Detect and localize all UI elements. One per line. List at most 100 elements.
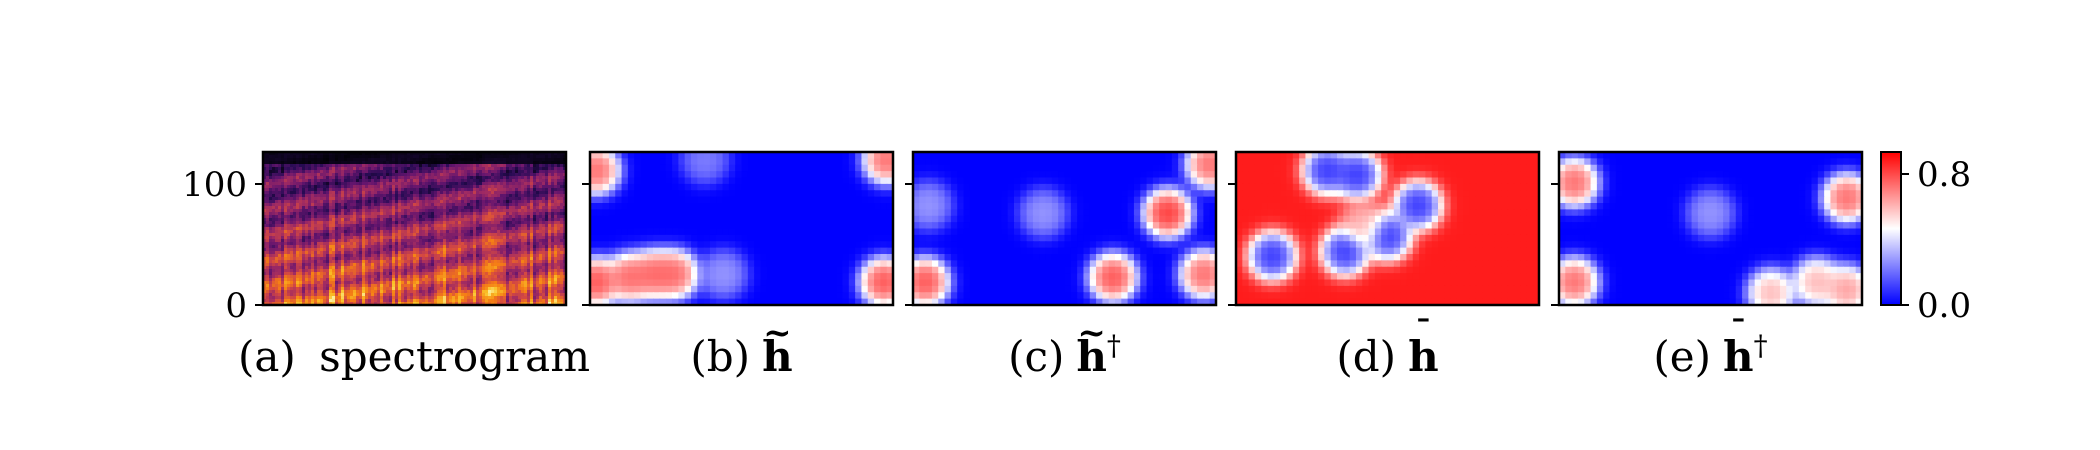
spectrogram-cell [563, 233, 566, 237]
spectrogram-cell [563, 200, 566, 204]
spectrogram-cell [416, 194, 420, 198]
spectrogram-cell [392, 185, 396, 189]
spectrogram-cell [467, 209, 471, 213]
spectrogram-cell [557, 239, 561, 243]
spectrogram-cell [377, 179, 381, 183]
spectrogram-cell [503, 266, 507, 270]
spectrogram-cell [497, 272, 501, 276]
spectrogram-cell [503, 191, 507, 195]
spectrogram-cell [404, 269, 408, 273]
spectrogram-cell [443, 266, 447, 270]
spectrogram-cell [284, 170, 288, 174]
spectrogram-cell [269, 152, 273, 156]
spectrogram-cell [395, 197, 399, 201]
spectrogram-cell [452, 287, 456, 291]
spectrogram-cell [437, 173, 441, 177]
spectrogram-cell [428, 287, 432, 291]
spectrogram-cell [413, 236, 417, 240]
spectrogram-cell [392, 155, 396, 159]
spectrogram-cell [539, 197, 543, 201]
spectrogram-cell [422, 188, 426, 192]
spectrogram-cell [299, 233, 303, 237]
spectrogram-cell [551, 248, 555, 252]
spectrogram-cell [287, 269, 291, 273]
spectrogram-cell [527, 284, 531, 288]
spectrogram-cell [563, 269, 566, 273]
spectrogram-cell [509, 197, 513, 201]
spectrogram-cell [401, 293, 405, 297]
spectrogram-cell [377, 281, 381, 285]
spectrogram-cell [551, 242, 555, 246]
spectrogram-cell [515, 164, 519, 168]
spectrogram-cell [554, 152, 558, 156]
spectrogram-cell [443, 281, 447, 285]
spectrogram-cell [305, 185, 309, 189]
spectrogram-cell [410, 194, 414, 198]
spectrogram-cell [347, 167, 351, 171]
spectrogram-cell [485, 233, 489, 237]
spectrogram-cell [434, 242, 438, 246]
spectrogram-cell [524, 245, 528, 249]
spectrogram-cell [545, 182, 549, 186]
spectrogram-cell [452, 254, 456, 258]
spectrogram-cell [410, 284, 414, 288]
spectrogram-cell [518, 164, 522, 168]
spectrogram-cell [332, 218, 336, 222]
spectrogram-cell [560, 275, 564, 279]
spectrogram-cell [461, 188, 465, 192]
spectrogram-cell [449, 257, 453, 261]
spectrogram-cell [374, 266, 378, 270]
spectrogram-cell [551, 206, 555, 210]
spectrogram-cell [416, 197, 420, 201]
spectrogram-cell [293, 197, 297, 201]
spectrogram-cell [371, 155, 375, 159]
spectrogram-cell [296, 155, 300, 159]
spectrogram-cell [323, 275, 327, 279]
spectrogram-cell [350, 212, 354, 216]
spectrogram-cell [320, 203, 324, 207]
spectrogram-cell [482, 278, 486, 282]
spectrogram-cell [311, 224, 315, 228]
spectrogram-cell [389, 194, 393, 198]
spectrogram-cell [350, 272, 354, 276]
spectrogram-cell [374, 155, 378, 159]
spectrogram-cell [404, 239, 408, 243]
spectrogram-cell [368, 242, 372, 246]
spectrogram-cell [554, 293, 558, 297]
spectrogram-cell [344, 233, 348, 237]
spectrogram-cell [335, 260, 339, 264]
spectrogram-cell [380, 281, 384, 285]
spectrogram-cell [512, 272, 516, 276]
spectrogram-cell [536, 278, 540, 282]
spectrogram-cell [368, 284, 372, 288]
spectrogram-cell [338, 284, 342, 288]
spectrogram-cell [293, 236, 297, 240]
spectrogram-cell [398, 281, 402, 285]
spectrogram-cell [404, 173, 408, 177]
spectrogram-cell [476, 224, 480, 228]
spectrogram-cell [560, 212, 564, 216]
spectrogram-cell [281, 218, 285, 222]
spectrogram-cell [299, 176, 303, 180]
spectrogram-cell [368, 155, 372, 159]
spectrogram-cell [398, 158, 402, 162]
spectrogram-cell [404, 191, 408, 195]
spectrogram-cell [455, 167, 459, 171]
spectrogram-cell [311, 281, 315, 285]
spectrogram-cell [317, 161, 321, 165]
spectrogram-cell [347, 272, 351, 276]
spectrogram-cell [455, 170, 459, 174]
spectrogram-cell [428, 215, 432, 219]
spectrogram-cell [389, 224, 393, 228]
spectrogram-cell [440, 164, 444, 168]
spectrogram-cell [392, 284, 396, 288]
spectrogram-cell [266, 263, 270, 267]
spectrogram-cell [380, 173, 384, 177]
spectrogram-cell [413, 260, 417, 264]
spectrogram-cell [458, 218, 462, 222]
spectrogram-cell [476, 221, 480, 225]
spectrogram-cell [542, 242, 546, 246]
spectrogram-cell [353, 278, 357, 282]
spectrogram-cell [434, 155, 438, 159]
spectrogram-cell [263, 272, 267, 276]
